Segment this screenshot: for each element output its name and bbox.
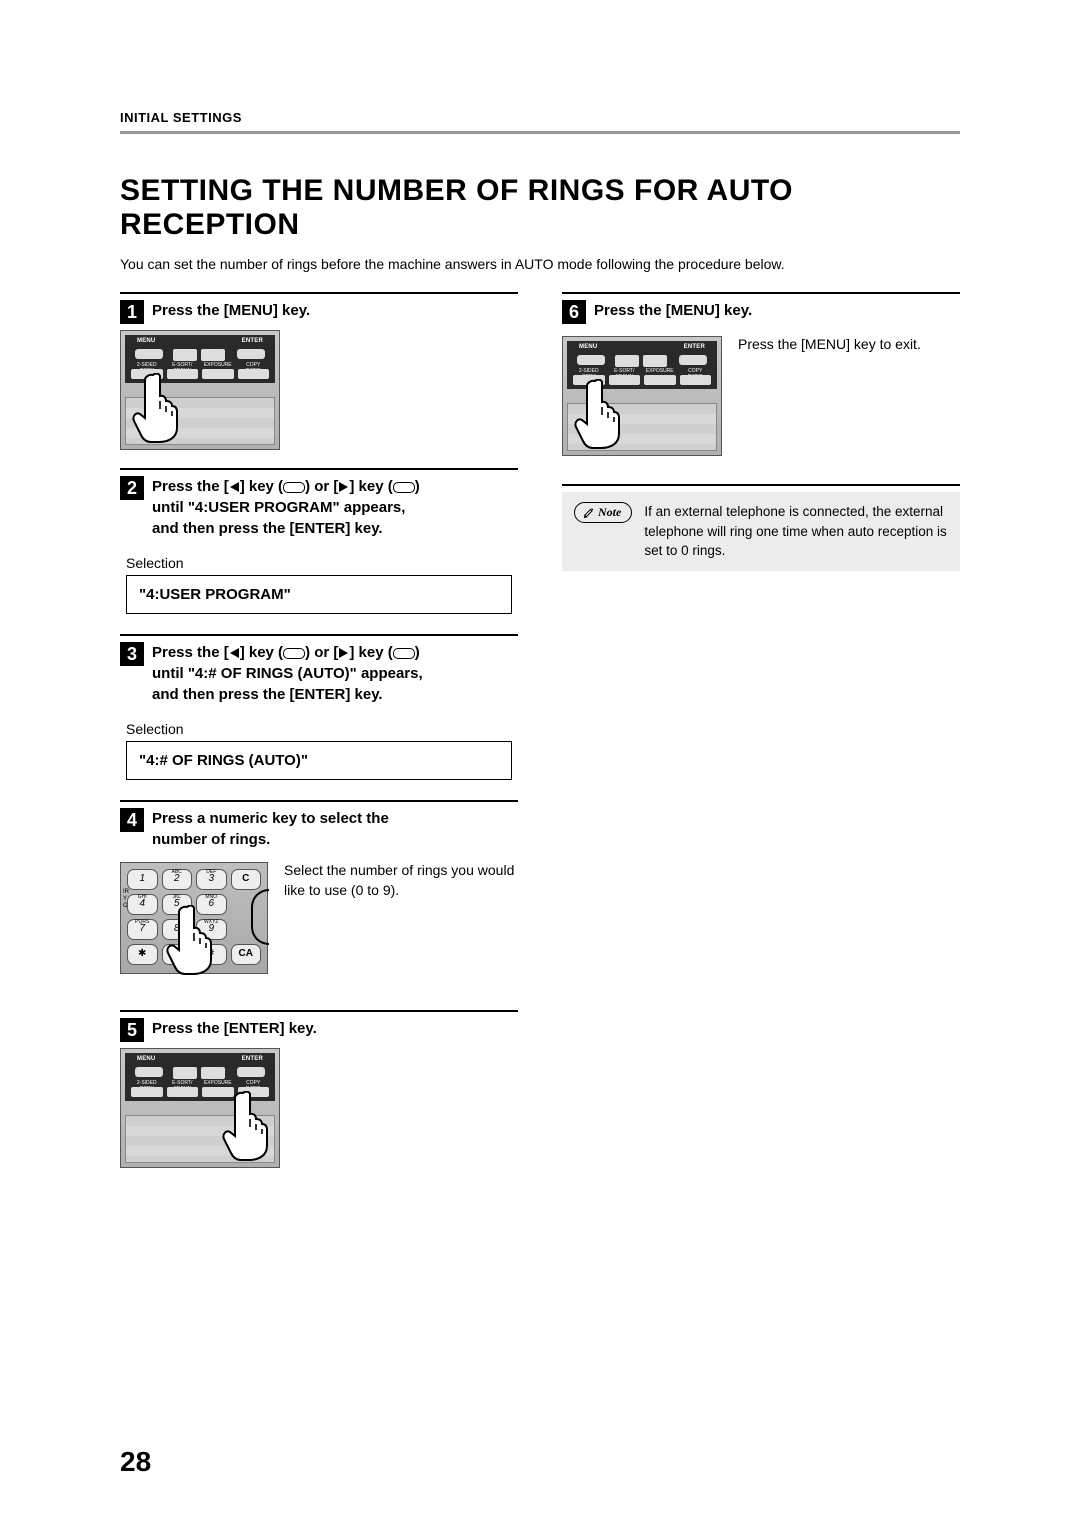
note-text: If an external telephone is connected, t…: [644, 502, 948, 561]
step3-header: 3 Press the [] key () or [] key () until…: [120, 640, 518, 705]
step2-header: 2 Press the [] key () or [] key () until…: [120, 474, 518, 539]
step1-number: 1: [120, 300, 144, 324]
oval-button-icon: [393, 648, 415, 659]
panel-step5: MENU ENTER 2-SIDEDCOPY E-SORT/SP.FUN EXP…: [120, 1048, 280, 1168]
note-badge: Note: [574, 502, 632, 523]
step6-desc: Press the [MENU] key to exit.: [738, 330, 921, 354]
step1-text: Press the [MENU] key.: [152, 298, 310, 321]
step5-header: 5 Press the [ENTER] key.: [120, 1016, 518, 1042]
panel-step6: MENU ENTER 2-SIDEDCOPY E-SORT/SP.FUN EXP…: [562, 336, 722, 456]
selection3-box: "4:# OF RINGS (AUTO)": [126, 741, 512, 780]
panel-enter-label: ENTER: [242, 1056, 263, 1062]
step1-rule: [120, 292, 518, 294]
right-arrow-icon: [339, 482, 348, 492]
note-label: Note: [598, 505, 621, 520]
key-7: PQRS7: [127, 919, 158, 940]
step6-rule: [562, 292, 960, 294]
key-ca: CA: [231, 944, 262, 965]
keypad-panel: IRYO 1 ABC2 DEF3 C GHI4 JKL5 MNO6 PQRS7 …: [120, 862, 268, 974]
section-label: INITIAL SETTINGS: [120, 110, 960, 125]
note-rule: [562, 484, 960, 486]
panel-menu-label: MENU: [137, 338, 155, 344]
step5-rule: [120, 1010, 518, 1012]
step3-number: 3: [120, 642, 144, 666]
right-arrow-icon: [339, 648, 348, 658]
left-column: 1 Press the [MENU] key. MENU ENTER 2-SID…: [120, 292, 518, 1186]
right-column: 6 Press the [MENU] key. MENU ENTER 2-SID…: [562, 292, 960, 1186]
step5-number: 5: [120, 1018, 144, 1042]
selection2-box: "4:USER PROGRAM": [126, 575, 512, 614]
step6-header: 6 Press the [MENU] key.: [562, 298, 960, 324]
hand-icon: [131, 373, 181, 443]
key-3: DEF3: [196, 869, 227, 890]
key-c: C: [231, 869, 262, 890]
hand-icon: [573, 379, 623, 449]
step2-rule: [120, 468, 518, 470]
key-2: ABC2: [162, 869, 193, 890]
step6-number: 6: [562, 300, 586, 324]
step4-desc: Select the number of rings you would lik…: [284, 856, 518, 901]
step4-text: Press a numeric key to select the number…: [152, 806, 389, 850]
step1-header: 1 Press the [MENU] key.: [120, 298, 518, 324]
oval-button-icon: [283, 482, 305, 493]
oval-button-icon: [393, 482, 415, 493]
panel-step1: MENU ENTER 2-SIDEDCOPY E-SORT/SP.FUN EXP…: [120, 330, 280, 450]
key-4: GHI4: [127, 894, 158, 915]
step3-text: Press the [] key () or [] key () until "…: [152, 640, 423, 705]
hand-icon: [165, 905, 215, 975]
selection3-label: Selection: [126, 721, 518, 737]
step4-number: 4: [120, 808, 144, 832]
step2-number: 2: [120, 476, 144, 500]
panel-enter-label: ENTER: [684, 344, 705, 350]
hand-icon: [221, 1091, 271, 1161]
panel-menu-label: MENU: [579, 344, 597, 350]
step4-rule: [120, 800, 518, 802]
step6-text: Press the [MENU] key.: [594, 298, 752, 321]
panel-menu-label: MENU: [137, 1056, 155, 1062]
pencil-icon: [583, 507, 595, 519]
header-rule: [120, 131, 960, 134]
step4-header: 4 Press a numeric key to select the numb…: [120, 806, 518, 850]
left-arrow-icon: [230, 482, 239, 492]
page-title: SETTING THE NUMBER OF RINGS FOR AUTO REC…: [120, 174, 960, 242]
step5-text: Press the [ENTER] key.: [152, 1016, 317, 1039]
note-block: Note If an external telephone is connect…: [562, 492, 960, 571]
key-1: 1: [127, 869, 158, 890]
step3-rule: [120, 634, 518, 636]
panel-enter-label: ENTER: [242, 338, 263, 344]
page-number: 28: [120, 1446, 960, 1478]
intro-text: You can set the number of rings before t…: [120, 256, 960, 272]
left-arrow-icon: [230, 648, 239, 658]
oval-button-icon: [283, 648, 305, 659]
selection2-label: Selection: [126, 555, 518, 571]
step2-text: Press the [] key () or [] key () until "…: [152, 474, 420, 539]
key-star: ✱: [127, 944, 158, 965]
